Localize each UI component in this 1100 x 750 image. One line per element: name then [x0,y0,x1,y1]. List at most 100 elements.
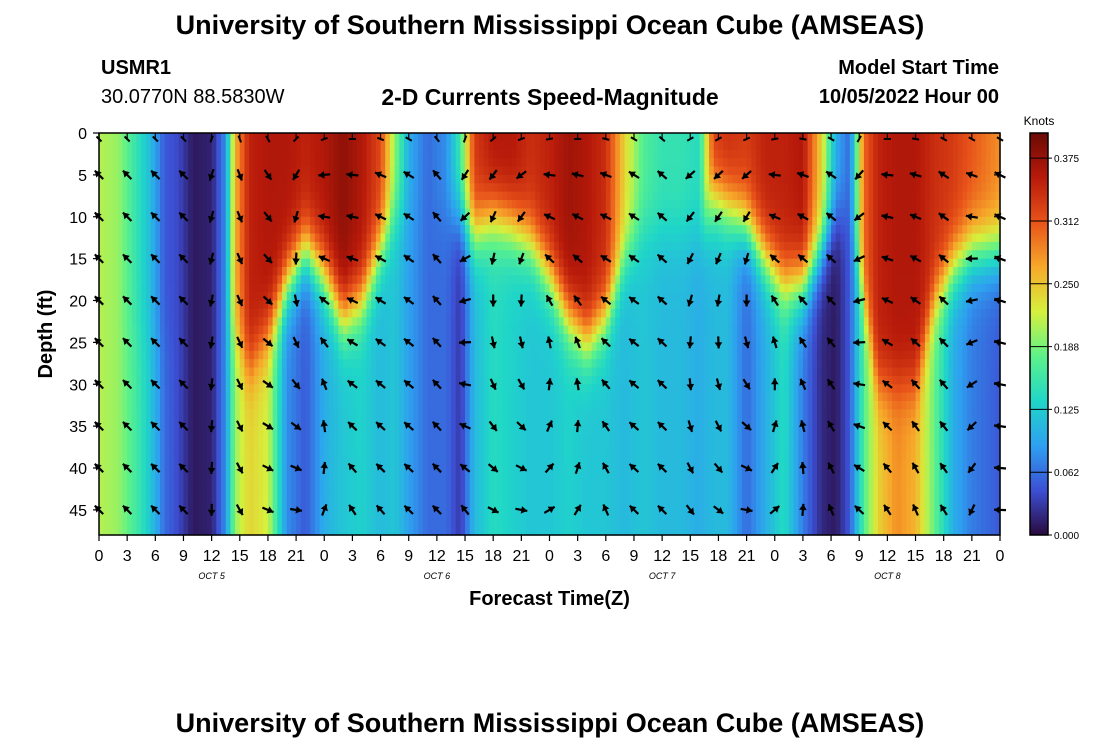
heatmap-cell [188,133,194,142]
heatmap-cell [230,174,236,184]
heatmap-cell [211,359,217,369]
heatmap-cell [436,493,443,503]
heatmap-cell [253,292,260,302]
heatmap-cell [357,241,363,251]
heatmap-cell [450,359,457,369]
heatmap-cell [408,392,415,402]
heatmap-cell [432,183,438,193]
heatmap-cell [540,426,546,436]
heatmap-cell [385,325,391,335]
heatmap-cell [450,208,457,218]
heatmap-cell [235,426,241,436]
heatmap-cell [361,442,368,452]
heatmap-cell [563,442,569,452]
heatmap-cell [526,241,532,251]
heatmap-cell [314,409,321,419]
heatmap-cell [582,283,588,293]
heatmap-cell [113,241,119,251]
heatmap-cell [469,392,476,402]
heatmap-cell [258,275,264,285]
heatmap-cell [446,484,452,494]
heatmap-cell [408,141,415,151]
heatmap-cell [160,267,166,276]
heatmap-cell [507,476,513,486]
heatmap-cell [113,493,119,503]
heatmap-cell [155,468,161,477]
heatmap-cell [136,174,142,184]
heatmap-cell [338,451,344,461]
heatmap-cell [380,275,386,285]
heatmap-cell [328,493,335,503]
heatmap-cell [418,518,424,528]
heatmap-cell [460,241,466,251]
heatmap-cell [526,384,532,394]
heatmap-cell [131,459,138,469]
heatmap-cell [319,174,325,184]
heatmap-cell [361,484,368,494]
heatmap-cell [211,509,217,519]
heatmap-cell [577,133,583,142]
heatmap-cell [572,200,579,209]
heatmap-cell [103,216,109,226]
heatmap-cell [554,158,560,168]
heatmap-cell [286,350,292,360]
heatmap-cell [202,216,208,226]
heatmap-cell [328,317,335,327]
heatmap-cell [277,258,283,268]
heatmap-cell [530,468,537,477]
heatmap-cell [338,417,344,427]
heatmap-cell [572,518,579,528]
heatmap-cell [404,317,410,327]
heatmap-cell [572,526,579,536]
heatmap-cell [450,401,457,410]
heatmap-cell [549,317,555,327]
heatmap-cell [206,141,213,151]
heatmap-cell [169,250,175,260]
heatmap-cell [408,375,415,385]
heatmap-cell [516,149,522,159]
heatmap-cell [174,350,180,360]
heatmap-cell [399,275,405,285]
heatmap-cell [305,283,311,293]
heatmap-cell [455,191,461,201]
heatmap-cell [221,283,227,293]
heatmap-cell [418,392,424,402]
heatmap-cell [305,392,311,402]
heatmap-cell [441,334,447,343]
heatmap-cell [530,292,537,302]
heatmap-cell [394,526,400,536]
heatmap-cell [192,384,199,394]
heatmap-cell [436,359,443,369]
heatmap-cell [474,250,480,260]
heatmap-cell [366,468,372,477]
heatmap-cell [526,493,532,503]
heatmap-cell [164,325,170,335]
heatmap-cell [263,401,269,410]
heatmap-cell [511,401,518,410]
heatmap-cell [404,233,410,243]
heatmap-cell [131,526,138,536]
heatmap-cell [127,267,133,276]
heatmap-cell [145,401,152,410]
heatmap-cell [216,359,222,369]
heatmap-cell [305,325,311,335]
heatmap-cell [108,359,114,369]
heatmap-cell [333,384,339,394]
heatmap-cell [169,334,175,343]
heatmap-cell [277,334,283,343]
heatmap-cell [169,359,175,369]
heatmap-cell [469,225,476,235]
heatmap-cell [357,225,363,235]
heatmap-cell [122,200,128,209]
heatmap-cell [300,241,307,251]
heatmap-cell [333,241,339,251]
heatmap-cell [526,501,532,511]
heatmap-cell [141,401,147,410]
heatmap-cell [450,442,457,452]
heatmap-cell [343,384,349,394]
heatmap-cell [554,325,560,335]
heatmap-cell [549,216,555,226]
station-coordinates: 30.0770N 88.5830W [101,86,285,108]
heatmap-cell [380,325,386,335]
heatmap-cell [188,317,194,327]
